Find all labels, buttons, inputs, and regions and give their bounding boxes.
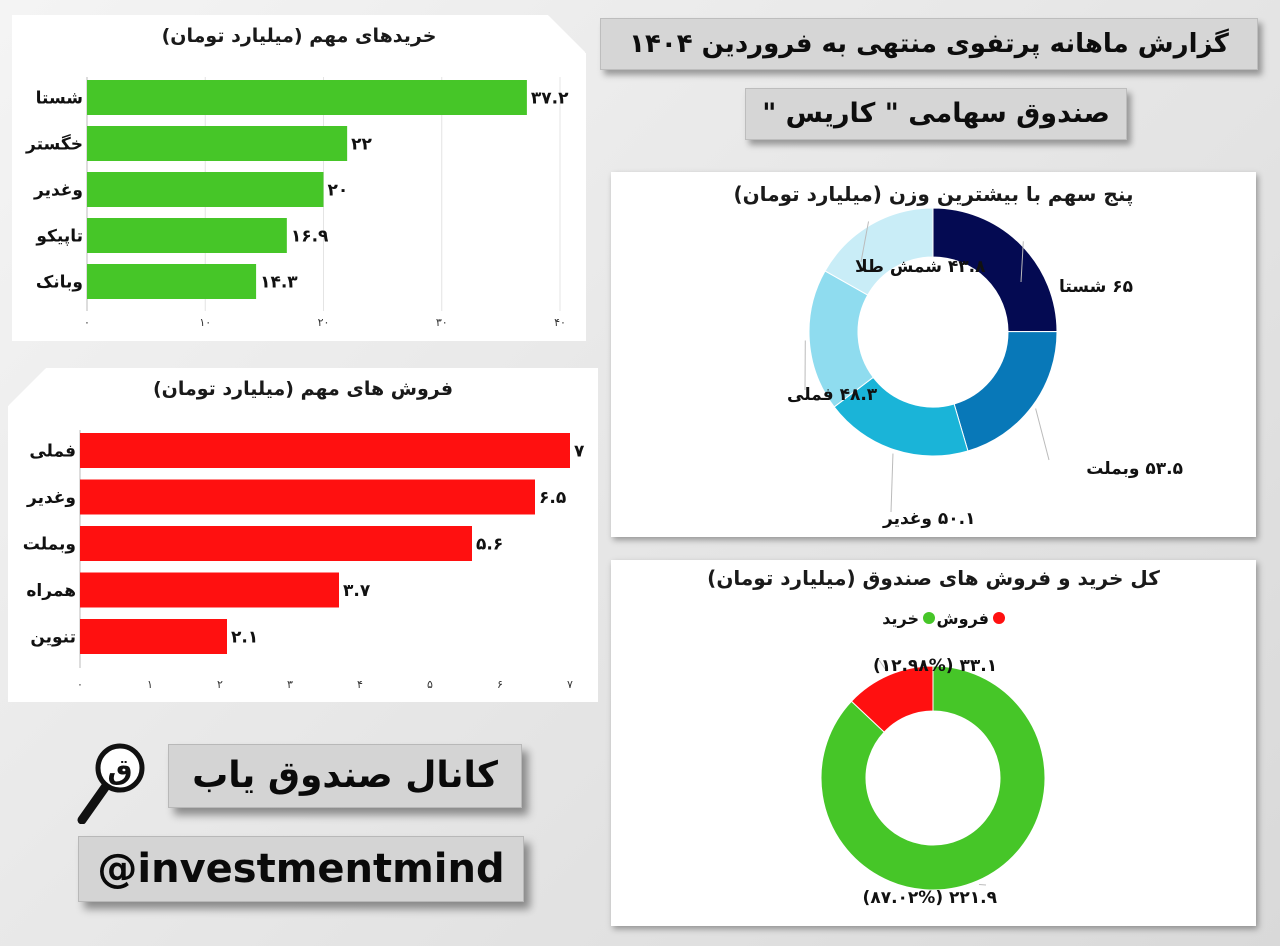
sells-chart: ۰ ۱ ۲ ۳ ۴ ۵ ۶ ۷ فملی ۷ وغدیر ۶.۵ وبملت ۵.۶ همراه ۳.۷ تنو… [23, 430, 585, 691]
legend-label: خرید [882, 609, 919, 628]
logo-letter: ق [107, 753, 132, 786]
value-label: ۱۴.۳ [260, 273, 298, 293]
value-label: ۲۰ [328, 181, 349, 201]
category-label: وبانک [36, 273, 83, 293]
x-tick-label: ۱ [147, 678, 153, 691]
value-label: ۱۶.۹ [291, 227, 329, 247]
buys-chart-title: خریدهای مهم (میلیارد تومان) [161, 25, 437, 47]
leader-line [890, 453, 894, 513]
top5-chart: ۶۵ شستا ۵۳.۵ وبملت ۵۰.۱ وغدیر ۴۸.۳ فملی ۴۳.۸… [787, 207, 1183, 529]
buys-chart-panel: خریدهای مهم (میلیارد تومان) ۰ ۱۰ ۲۰ ۳۰ ۴۰ شست… [12, 15, 586, 341]
bar [87, 126, 347, 161]
category-label: همراه [26, 581, 76, 601]
totals-chart-panel: کل خرید و فروش های صندوق (میلیارد تومان)… [611, 560, 1256, 926]
donut-slice [850, 665, 934, 733]
donut-slice [820, 665, 1046, 891]
slice-label: ۵۳.۵ وبملت [1086, 459, 1183, 479]
legend-dot [993, 612, 1005, 624]
top5-chart-panel: پنج سهم با بیشترین وزن (میلیارد تومان) ۶… [611, 172, 1256, 537]
slice-label: ۶۵ شستا [1059, 277, 1133, 297]
x-tick-label: ۴ [357, 678, 363, 691]
value-label: ۳.۷ [343, 581, 371, 601]
bar [80, 433, 570, 468]
sells-chart-title: فروش های مهم (میلیارد تومان) [152, 378, 454, 400]
bar [80, 572, 339, 608]
value-label: ۵.۶ [476, 535, 503, 555]
slice-label: ۲۲۱.۹ (۸۷.۰۲%) [863, 888, 998, 908]
x-tick-label: ۵ [427, 678, 433, 691]
magnifier-logo-icon: ق [74, 740, 146, 825]
sells-chart-panel: فروش های مهم (میلیارد تومان) ۰ ۱ ۲ ۳ ۴ ۵ ۶ ۷ فمل… [8, 368, 598, 702]
bar [80, 526, 472, 561]
x-tick-label: ۷ [567, 678, 573, 691]
leader-line [1035, 408, 1050, 461]
x-tick-label: ۱۰ [199, 316, 211, 329]
bar [87, 218, 287, 253]
report-title: گزارش ماهانه پرتفوی منتهی به فروردین ۱۴۰… [600, 18, 1258, 70]
channel-handle[interactable]: @investmentmind [78, 836, 524, 902]
legend-label: فروش [937, 609, 989, 628]
x-tick-label: ۰ [84, 316, 90, 329]
x-tick-label: ۳۰ [436, 316, 448, 329]
category-label: خگستر [25, 134, 83, 155]
category-label: فملی [29, 442, 76, 462]
channel-name: کانال صندوق یاب [168, 744, 522, 808]
slice-label: ۳۳.۱ (۱۲.۹۸%) [873, 656, 997, 676]
value-label: ۷ [574, 442, 585, 462]
bar [87, 80, 527, 115]
category-label: شستا [36, 89, 83, 109]
slice-label: ۴۸.۳ فملی [787, 385, 878, 405]
bar [87, 264, 256, 299]
category-label: تنوین [30, 628, 76, 648]
x-tick-label: ۲۰ [318, 316, 330, 329]
bar [80, 619, 227, 654]
leader-line [860, 221, 870, 263]
x-tick-label: ۰ [77, 678, 83, 691]
top5-chart-title: پنج سهم با بیشترین وزن (میلیارد تومان) [733, 182, 1134, 206]
fund-name: صندوق سهامی " کاریس " [745, 88, 1127, 140]
donut-slice [824, 207, 934, 296]
category-label: وغدیر [26, 488, 76, 508]
bar [87, 172, 324, 207]
x-tick-label: ۴۰ [554, 316, 566, 329]
legend-dot [923, 612, 935, 624]
leader-line [1020, 241, 1024, 283]
value-label: ۳۷.۲ [531, 89, 569, 109]
leader-line [978, 883, 987, 886]
value-label: ۲۲ [351, 135, 372, 155]
slice-label: ۵۰.۱ وغدیر [882, 509, 975, 529]
x-tick-label: ۳ [287, 678, 293, 691]
value-label: ۶.۵ [539, 488, 566, 508]
x-tick-label: ۶ [497, 678, 503, 691]
totals-chart: ۲۲۱.۹ (۸۷.۰۲%) ۳۳.۱ (۱۲.۹۸%) فروش خرید [820, 609, 1046, 908]
category-label: وغدیر [33, 181, 83, 201]
buys-chart: ۰ ۱۰ ۲۰ ۳۰ ۴۰ شستا ۳۷.۲ خگستر ۲۲ وغدیر ۲۰ تاپیکو ۱۶.… [12, 15, 586, 341]
value-label: ۲.۱ [231, 628, 258, 648]
x-tick-label: ۲ [217, 678, 223, 691]
bar [80, 479, 535, 515]
totals-chart-title: کل خرید و فروش های صندوق (میلیارد تومان) [707, 566, 1160, 590]
category-label: وبملت [23, 535, 76, 555]
slice-label: ۴۳.۸ شمش طلا [855, 257, 986, 277]
category-label: تاپیکو [35, 227, 83, 247]
leader-line [878, 659, 888, 672]
